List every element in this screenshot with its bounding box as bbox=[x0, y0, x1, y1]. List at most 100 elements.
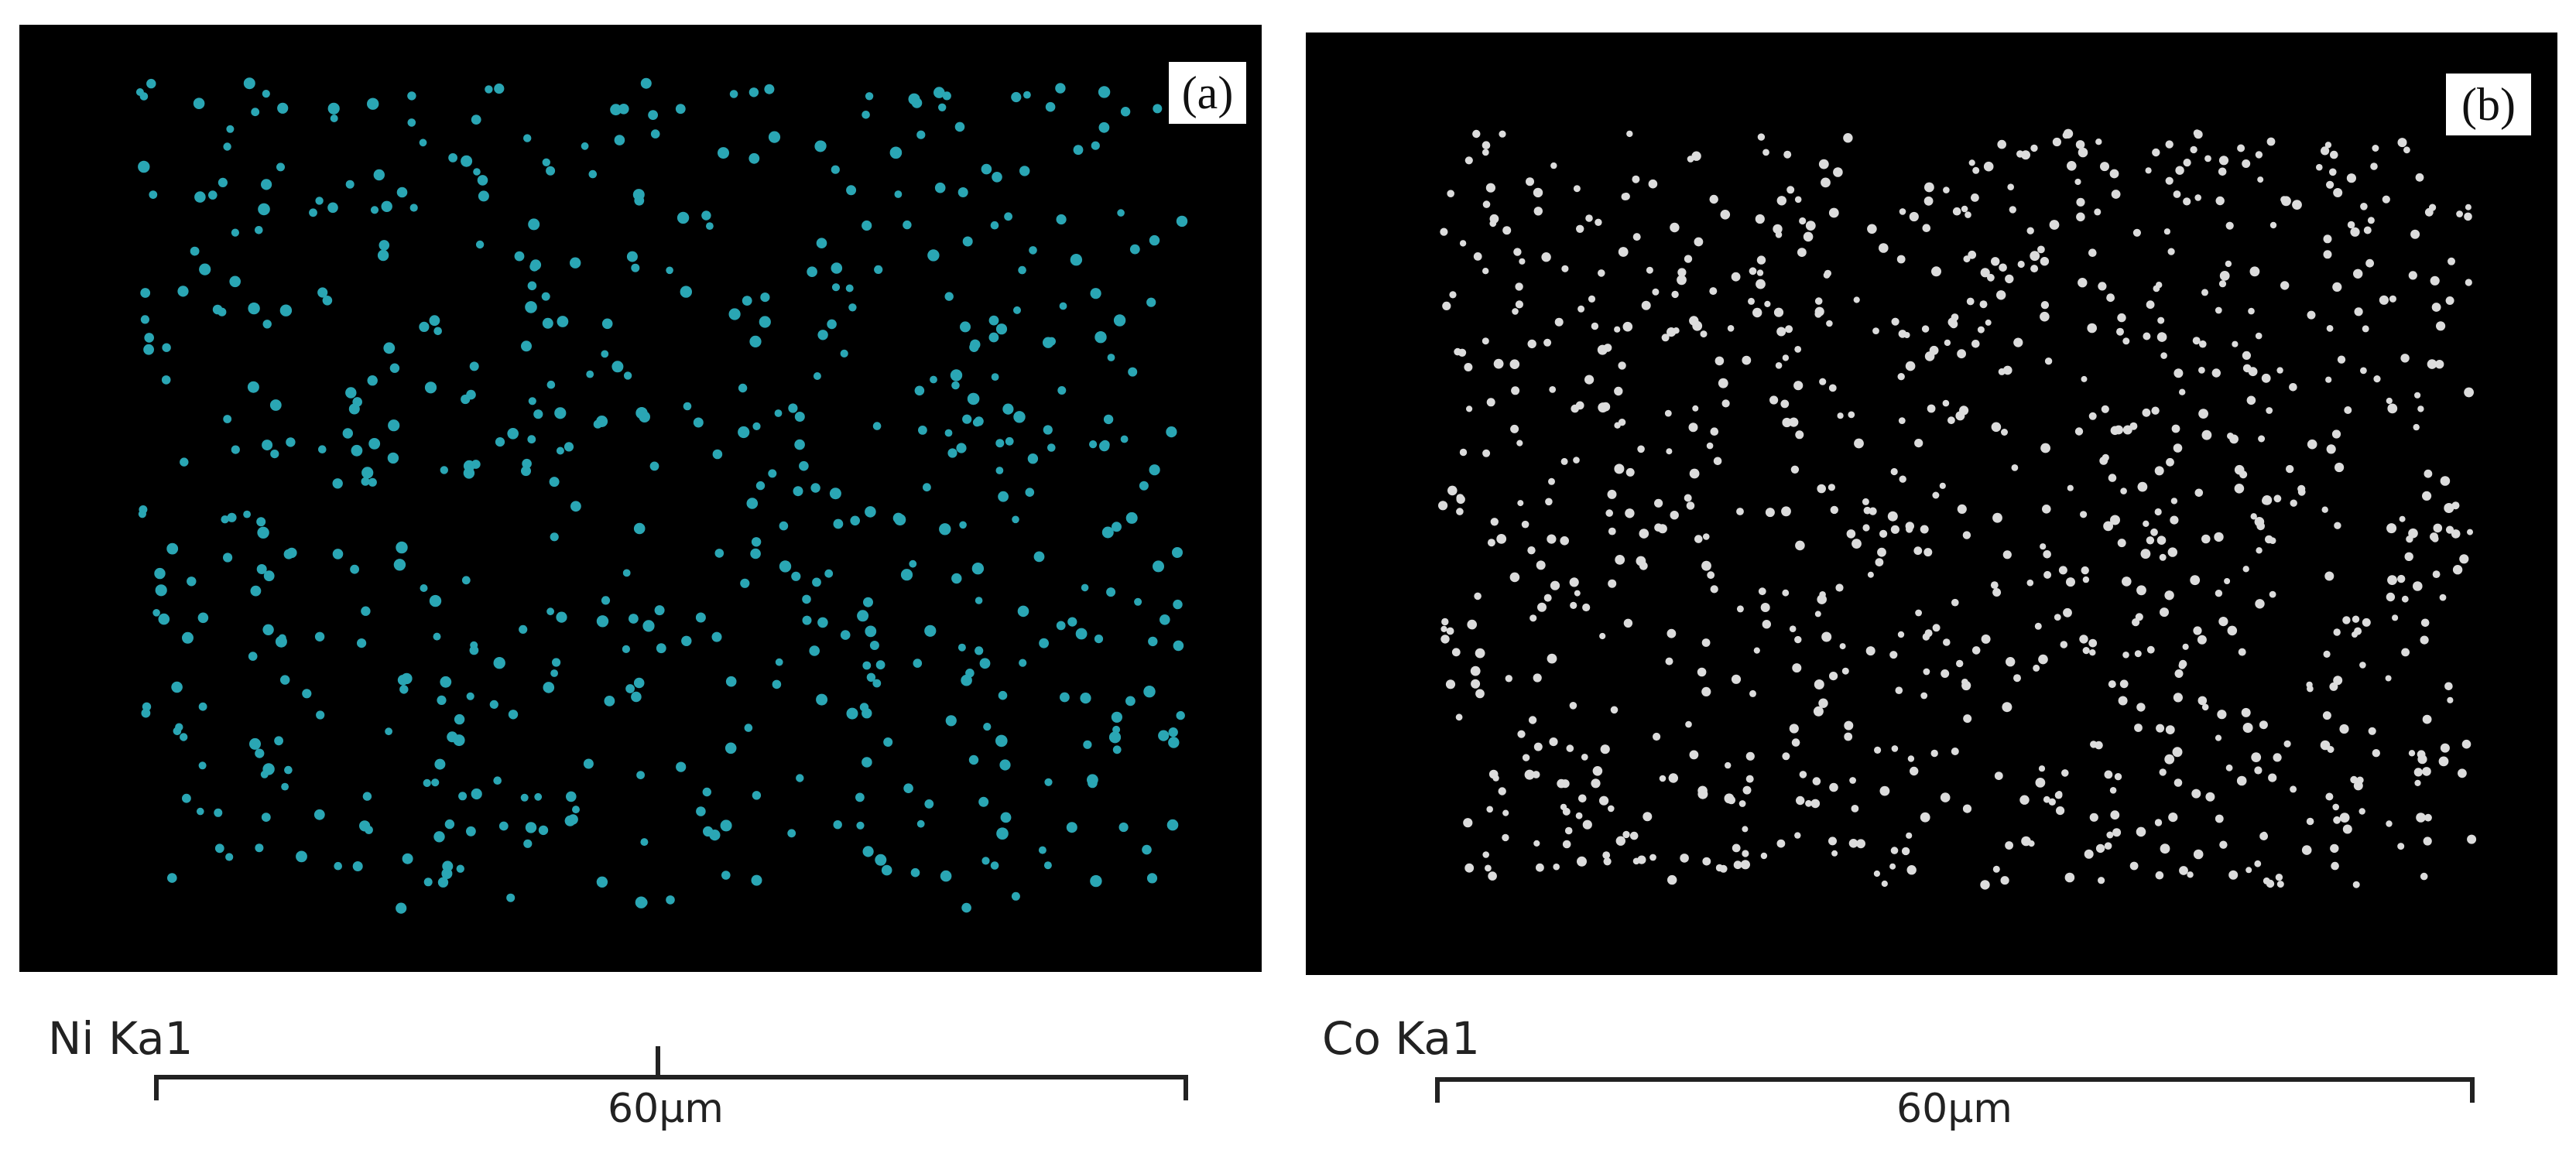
signal-dot bbox=[262, 624, 274, 635]
signal-dot bbox=[2198, 409, 2209, 419]
signal-dot bbox=[961, 902, 971, 913]
signal-dot bbox=[865, 506, 876, 518]
signal-dot bbox=[2370, 163, 2378, 170]
signal-dot bbox=[1070, 254, 1083, 266]
signal-dot bbox=[894, 514, 906, 526]
signal-dot bbox=[1570, 601, 1577, 610]
signal-dot bbox=[1873, 870, 1880, 878]
scale-bar-label: 60μm bbox=[1896, 1086, 2012, 1132]
signal-dot bbox=[2232, 340, 2239, 347]
signal-dot bbox=[208, 190, 218, 200]
signal-dot bbox=[2081, 375, 2088, 382]
signal-dot bbox=[1550, 162, 1557, 169]
signal-dot bbox=[629, 614, 639, 624]
signal-dot bbox=[1765, 508, 1775, 518]
signal-dot bbox=[461, 155, 473, 167]
signal-dot bbox=[1646, 266, 1653, 274]
signal-dot bbox=[1684, 255, 1693, 263]
signal-dot bbox=[2422, 767, 2431, 776]
signal-dot bbox=[2215, 196, 2225, 206]
signal-dot bbox=[2389, 295, 2396, 303]
signal-dot bbox=[1012, 515, 1019, 524]
signal-dot bbox=[1649, 854, 1656, 861]
signal-dot bbox=[1980, 880, 1990, 890]
signal-dot bbox=[243, 510, 251, 518]
signal-dot bbox=[942, 91, 951, 101]
signal-dot bbox=[850, 515, 860, 526]
signal-dot bbox=[1622, 830, 1630, 839]
label-box bbox=[2446, 74, 2531, 135]
signal-dot bbox=[2117, 313, 2126, 323]
signal-dot bbox=[1129, 244, 1140, 255]
signal-dot bbox=[1486, 806, 1493, 813]
signal-dot bbox=[473, 168, 481, 176]
signal-dot bbox=[1931, 266, 1941, 277]
signal-dot bbox=[313, 809, 325, 820]
signal-dot bbox=[1963, 714, 1972, 724]
signal-dot bbox=[2401, 595, 2409, 603]
signal-dot bbox=[1828, 837, 1837, 846]
signal-dot bbox=[361, 477, 370, 486]
signal-dot bbox=[447, 731, 458, 743]
signal-dot bbox=[556, 611, 567, 623]
signal-dot bbox=[2136, 703, 2146, 712]
signal-dot bbox=[2094, 208, 2102, 216]
signal-dot bbox=[182, 631, 194, 644]
signal-dot bbox=[988, 315, 999, 326]
signal-dot bbox=[596, 416, 608, 427]
signal-dot bbox=[2134, 724, 2143, 732]
signal-dot bbox=[1011, 891, 1020, 901]
signal-dot bbox=[1575, 812, 1583, 819]
signal-dot bbox=[1966, 297, 1975, 306]
signal-dot bbox=[718, 147, 729, 159]
signal-dot bbox=[2262, 496, 2270, 505]
signal-dot bbox=[2327, 746, 2334, 753]
signal-dot bbox=[2399, 515, 2406, 522]
signal-dot bbox=[2413, 768, 2423, 777]
signal-dot bbox=[402, 853, 413, 864]
signal-dot bbox=[1818, 698, 1828, 708]
signal-dot bbox=[1920, 812, 1930, 823]
signal-dot bbox=[2408, 750, 2416, 757]
signal-dot bbox=[1057, 386, 1067, 395]
signal-dot bbox=[2261, 373, 2271, 383]
signal-dot bbox=[407, 118, 416, 127]
signal-dot bbox=[1907, 755, 1915, 762]
signal-dot bbox=[1112, 725, 1121, 734]
signal-dot bbox=[1622, 321, 1633, 332]
signal-dot bbox=[1755, 214, 1765, 224]
signal-dot bbox=[1915, 609, 1923, 617]
signal-dot bbox=[389, 363, 400, 373]
signal-dot bbox=[302, 689, 312, 699]
signal-dot bbox=[772, 679, 782, 689]
signal-dot bbox=[862, 708, 872, 719]
signal-dot bbox=[2110, 810, 2120, 820]
signal-dot bbox=[2326, 444, 2336, 454]
signal-dot bbox=[1560, 457, 1568, 465]
signal-dot bbox=[2397, 574, 2406, 583]
signal-dot bbox=[2372, 749, 2380, 758]
signal-dot bbox=[269, 399, 282, 411]
signal-dot bbox=[315, 197, 324, 205]
signal-dot bbox=[2049, 220, 2060, 230]
signal-dot bbox=[1853, 296, 1860, 303]
signal-dot bbox=[1762, 149, 1769, 156]
signal-dot bbox=[423, 778, 431, 788]
signal-dot bbox=[1090, 288, 1101, 299]
signal-dot bbox=[1527, 546, 1536, 555]
signal-dot bbox=[485, 85, 493, 94]
signal-dot bbox=[2000, 876, 2009, 885]
signal-dot bbox=[1851, 805, 1859, 813]
signal-dot bbox=[2156, 724, 2165, 733]
signal-dot bbox=[1783, 150, 1792, 159]
signal-dot bbox=[2234, 484, 2245, 494]
signal-dot bbox=[979, 658, 991, 669]
signal-dot bbox=[583, 758, 594, 769]
signal-dot bbox=[1125, 696, 1136, 707]
signal-dot bbox=[2164, 590, 2174, 600]
signal-dot bbox=[1745, 751, 1755, 761]
signal-dot bbox=[2289, 383, 2297, 392]
signal-dot bbox=[990, 221, 999, 230]
signal-dot bbox=[1957, 504, 1967, 515]
signal-dot bbox=[862, 846, 874, 857]
